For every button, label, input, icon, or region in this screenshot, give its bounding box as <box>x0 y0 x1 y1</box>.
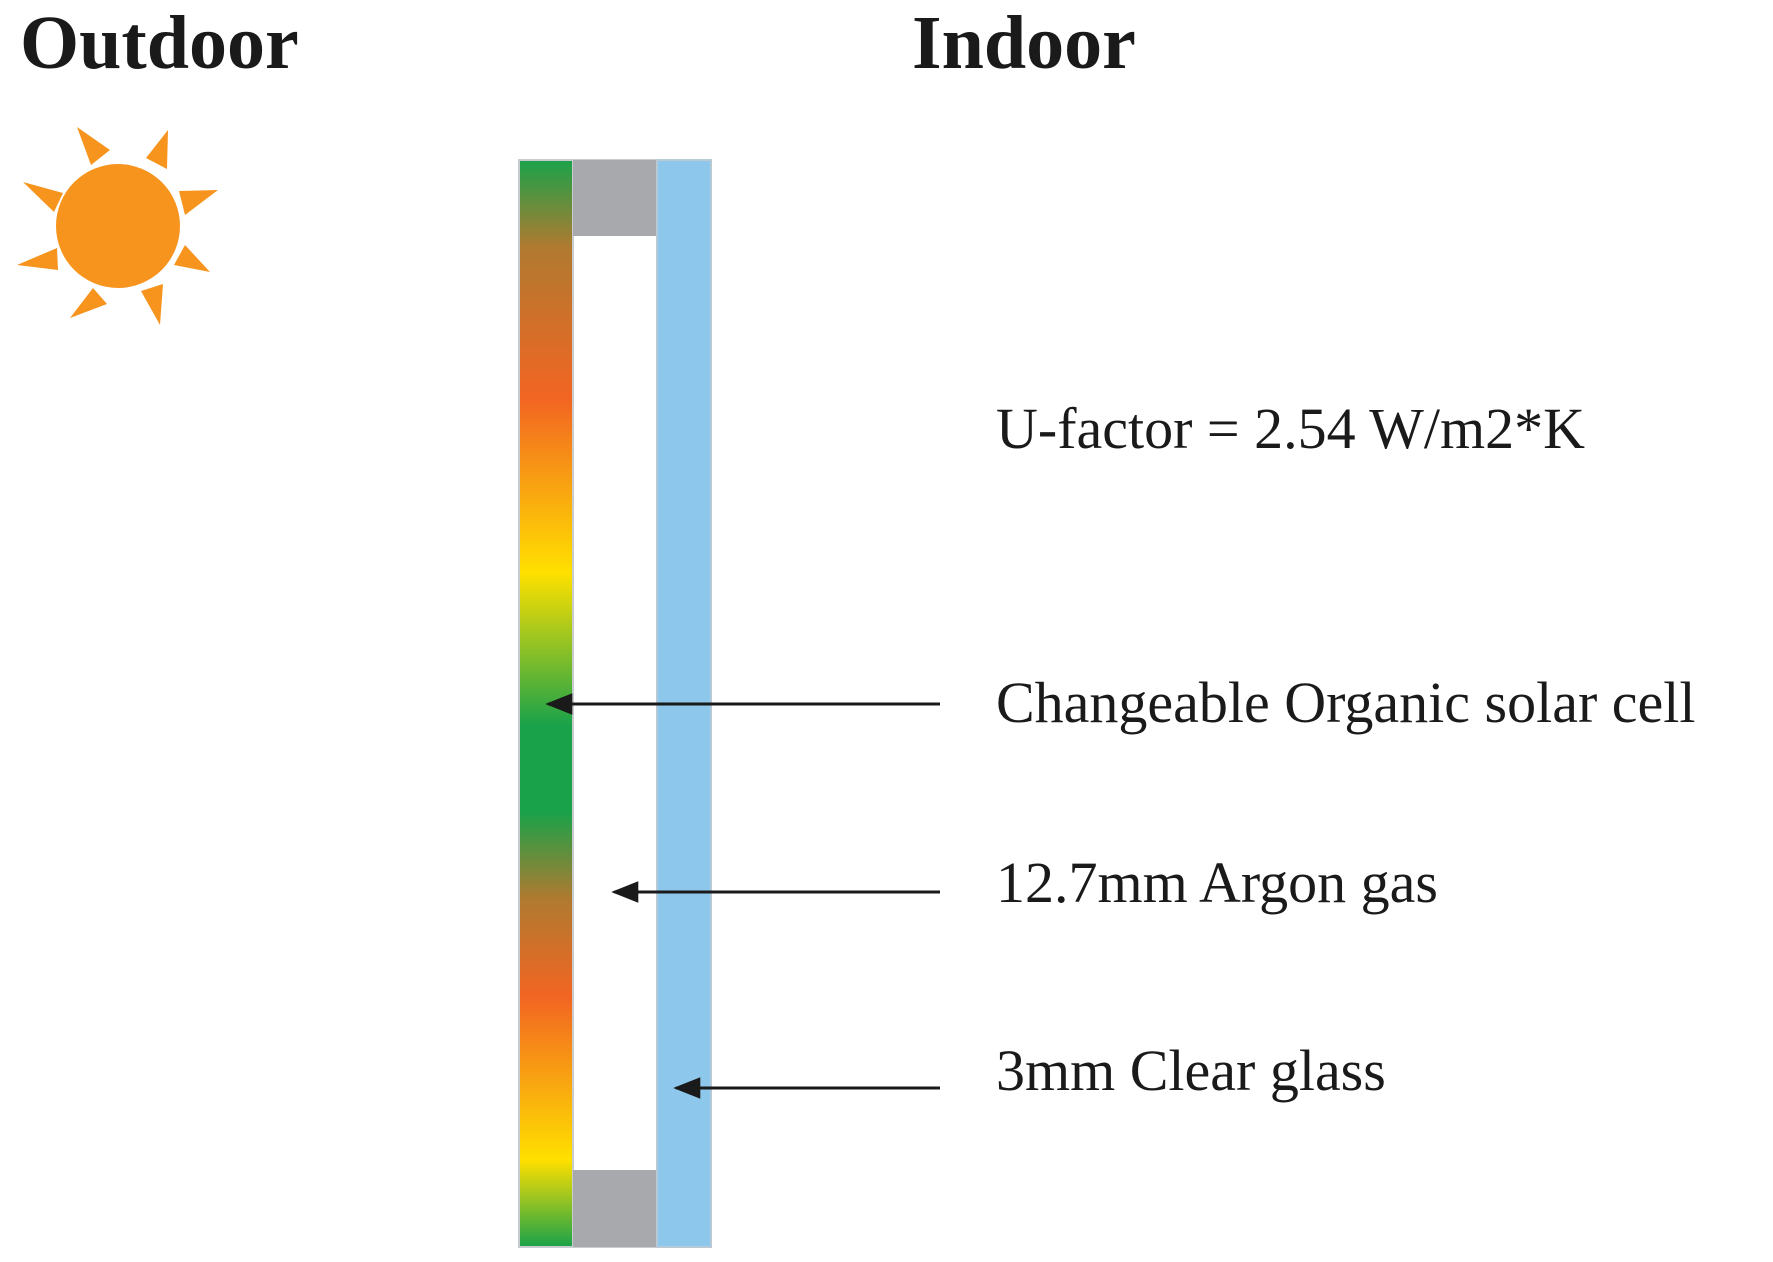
argon-gas-label: 12.7mm Argon gas <box>996 850 1438 915</box>
indoor-heading: Indoor <box>912 1 1136 85</box>
organic-solar-cell-label: Changeable Organic solar cell <box>996 670 1695 735</box>
bottom-spacer <box>573 1170 657 1247</box>
u-factor-label: U-factor = 2.54 W/m2*K <box>996 396 1585 461</box>
outdoor-heading: Outdoor <box>20 1 299 85</box>
clear-glass-label: 3mm Clear glass <box>996 1038 1386 1103</box>
window-assembly <box>518 159 712 1248</box>
callout-argon-gas: 12.7mm Argon gas <box>611 850 1438 915</box>
callout-clear-glass: 3mm Clear glass <box>673 1038 1386 1103</box>
top-spacer <box>573 160 657 236</box>
sun-icon <box>17 127 218 325</box>
callout-organic-solar-cell: Changeable Organic solar cell <box>545 670 1695 735</box>
